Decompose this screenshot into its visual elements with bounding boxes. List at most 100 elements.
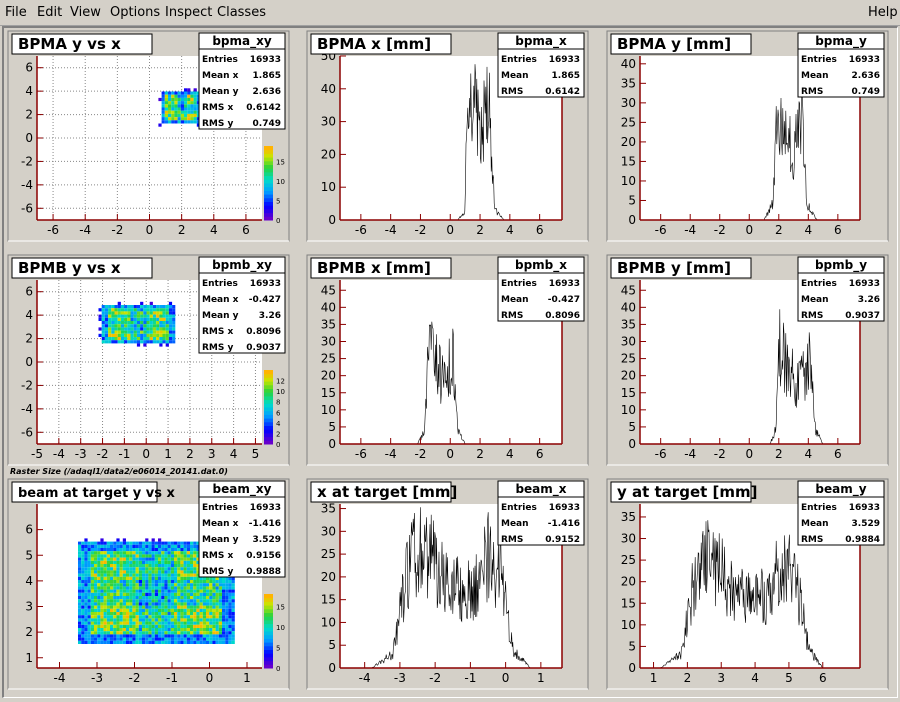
stats-label: RMS x [202,551,234,561]
heatmap-cell [145,640,149,644]
heatmap-cell [126,612,130,616]
heatmap-cell [120,321,125,325]
heatmap-cell [177,589,181,593]
stats-title: bpma_xy [212,34,272,49]
x-tick-label: 5 [252,447,260,461]
heatmap-cell [164,548,168,552]
x-tick-label: 1 [650,671,658,685]
heatmap-cell [196,541,200,545]
heatmap-cell [142,631,146,635]
heatmap-cell [202,637,206,641]
heatmap-cell [97,551,101,555]
menu-file[interactable]: File [5,5,27,20]
heatmap-cell [126,596,130,600]
heatmap-cell [215,605,219,609]
heatmap-cell [122,544,126,548]
heatmap-cell [190,580,194,584]
heatmap-cell [196,107,200,111]
menu-view[interactable]: View [70,5,101,20]
heatmap-cell [225,605,229,609]
menu-edit[interactable]: Edit [37,5,63,20]
heatmap-cell [106,640,110,644]
heatmap-cell [126,541,130,545]
heatmap-cell [184,94,188,98]
menu-options[interactable]: Options [110,5,161,20]
heatmap-cell [209,576,213,580]
heatmap-cell [129,628,133,632]
heatmap-cell [168,104,172,108]
heatmap-cell [202,592,206,596]
heatmap-cell [142,576,146,580]
heatmap-cell [103,554,107,558]
heatmap-cell [174,592,178,596]
heatmap-cell [87,631,91,635]
heatmap-cell [170,570,174,574]
x-tick-label: 0 [142,447,150,461]
heatmap-cell [122,541,126,545]
heatmap-cell [177,548,181,552]
root-canvas[interactable]: 0 5 10 15 -6 -4 -2 0 2 4 6 -6 -4 -2 0 2 4 6 BPMA y vs x bpm… [2,26,898,698]
heatmap-cell [196,564,200,568]
heatmap-cell [202,589,206,593]
heatmap-cell [127,308,131,312]
heatmap-cell [161,104,165,108]
heatmap-cell [215,618,219,622]
palette-step [264,212,273,217]
heatmap-cell [111,337,115,341]
stats-label: Entries [501,55,537,65]
stats-value: 3.26 [259,311,281,321]
menu-inspect[interactable]: Inspect [165,5,213,20]
heatmap-cell [215,583,219,587]
heatmap-cell [148,560,152,564]
heatmap-cell [177,560,181,564]
heatmap-cell [206,592,210,596]
heatmap-cell [119,615,123,619]
heatmap-cell [116,567,120,571]
menu-help[interactable]: Help [868,5,898,20]
heatmap-cell [135,634,139,638]
heatmap-cell [106,602,110,606]
heatmap-cell [184,120,188,124]
heatmap-cell [174,113,178,118]
heatmap-cell [100,618,104,622]
heatmap-cell [193,592,197,596]
heatmap-cell [113,624,117,628]
heatmap-cell [196,567,200,571]
heatmap-cell [193,88,197,92]
y-tick-label: -6 [21,201,33,215]
heatmap-cell [124,337,128,341]
heatmap-cell [190,615,194,619]
heatmap-cell [126,557,130,561]
heatmap-cell [136,327,141,331]
palette-step [264,653,273,658]
y-tick-label: 0 [628,661,636,675]
heatmap-cell [98,314,102,318]
heatmap-cell [183,560,187,564]
heatmap-cell [172,314,176,318]
heatmap-cell [138,564,142,568]
heatmap-cell [132,637,136,641]
heatmap-cell [154,541,158,545]
heatmap-cell [110,615,114,619]
x-tick-label: 2 [186,447,194,461]
heatmap-cell [187,120,191,124]
heatmap-cell [168,317,173,321]
stats-value: 0.9888 [246,567,281,577]
menu-classes[interactable]: Classes [217,5,266,20]
heatmap-cell [199,599,203,603]
chart-title: y at target [mm] [617,483,757,501]
y-tick-label: 0 [328,437,336,451]
heatmap-cell [158,538,162,542]
heatmap-cell [154,618,158,622]
heatmap-cell [190,570,194,574]
